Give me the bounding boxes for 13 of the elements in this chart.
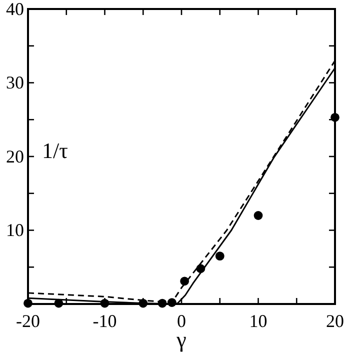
point [24,298,32,308]
x-tick-label: 10 [249,310,268,331]
y-tick-label: 20 [6,146,24,166]
point [254,211,263,220]
y-axis-title: 1/τ [42,138,68,163]
y-tick-label: 30 [6,72,24,93]
point [215,252,224,260]
x-tick-label: 20 [326,310,344,331]
point [330,112,340,122]
y-tick-label: 10 [6,220,24,240]
x-tick-label: -10 [92,310,117,331]
x-tick-label: -20 [16,310,40,331]
y-tick-label: 40 [6,0,24,19]
